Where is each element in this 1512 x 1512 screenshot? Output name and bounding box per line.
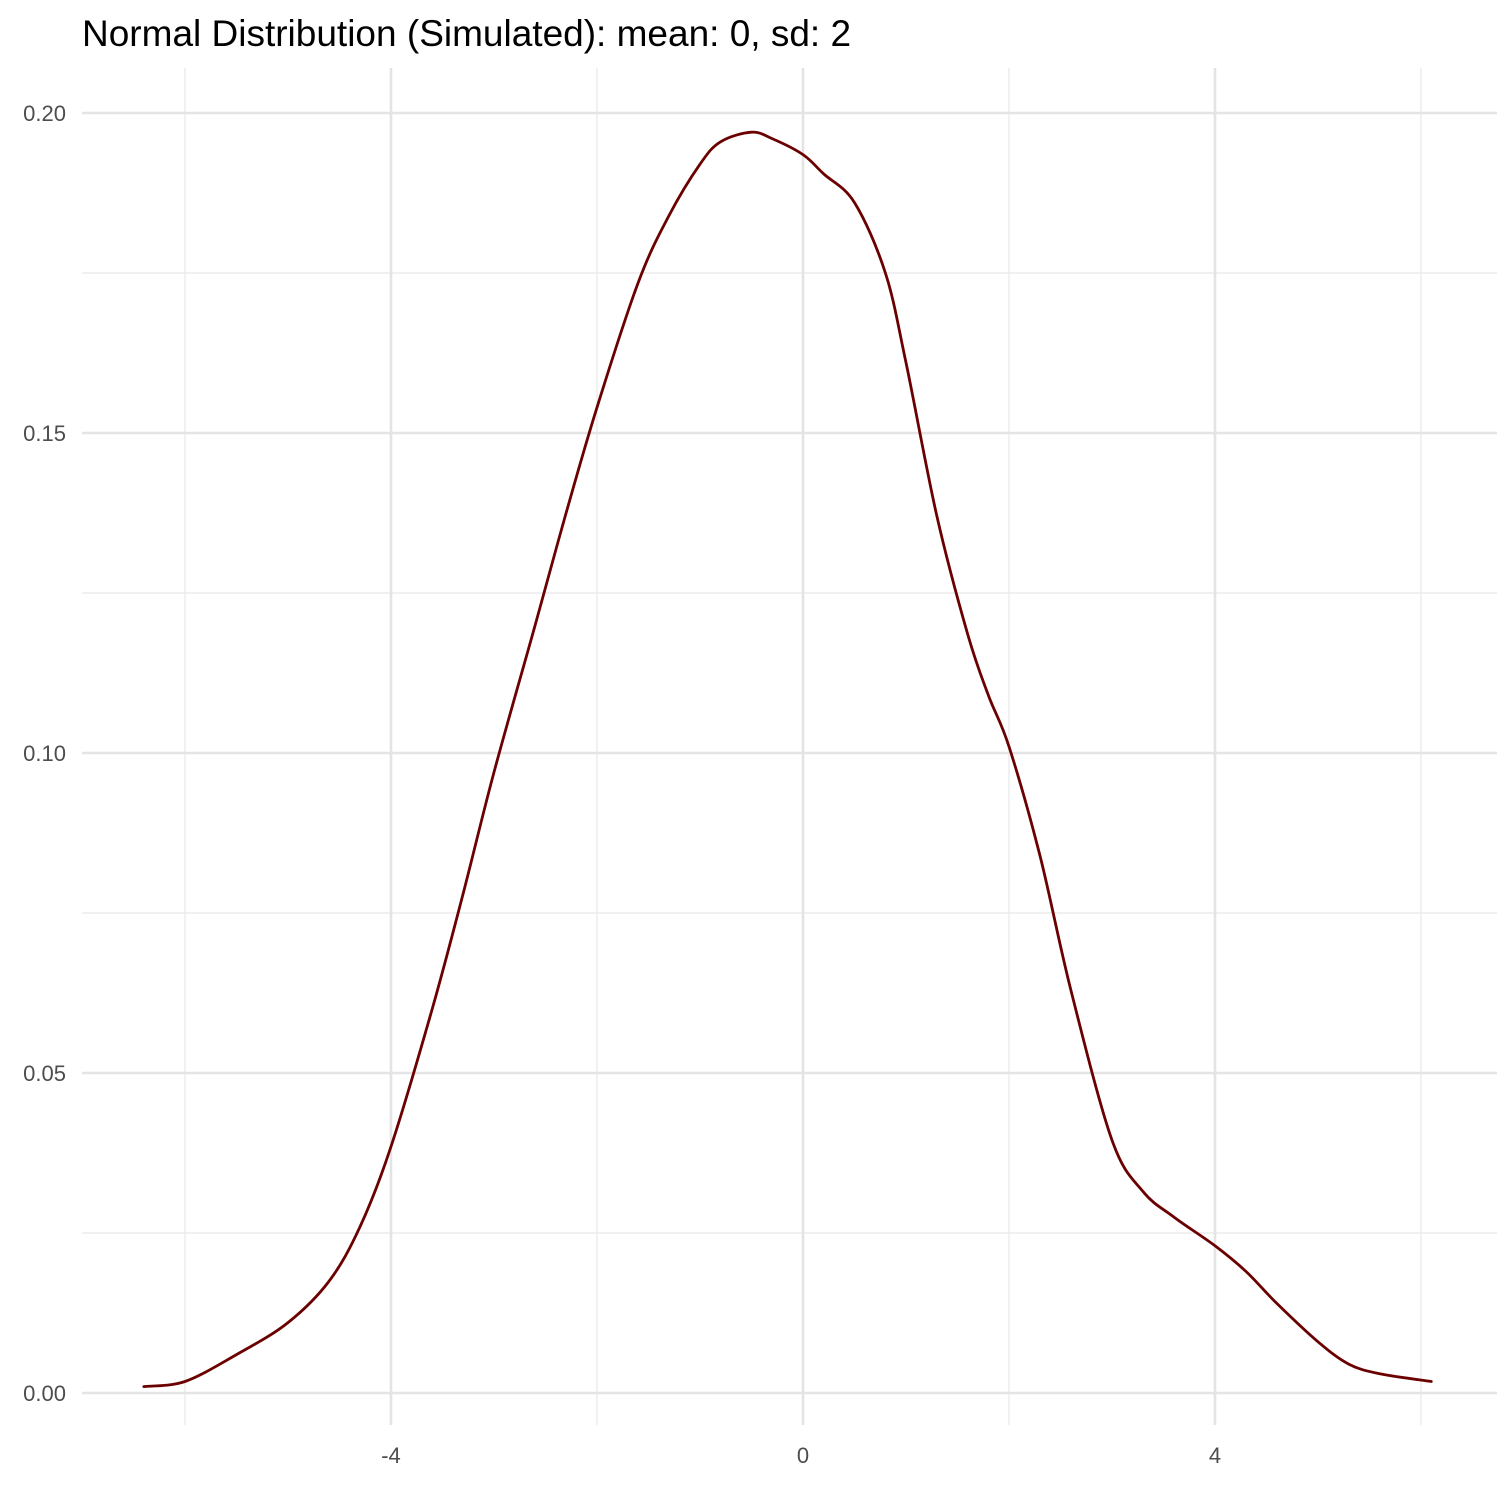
- x-tick-label: -4: [381, 1443, 401, 1468]
- y-axis-tick-labels: 0.00 0.05 0.10 0.15 0.20: [23, 101, 66, 1406]
- chart-title: Normal Distribution (Simulated): mean: 0…: [82, 13, 852, 54]
- minor-gridlines: [82, 68, 1497, 1425]
- x-tick-label: 0: [797, 1443, 809, 1468]
- y-tick-label: 0.10: [23, 741, 66, 766]
- series-layer: [142, 130, 1433, 1388]
- density-curve: [142, 130, 1433, 1388]
- y-tick-label: 0.00: [23, 1381, 66, 1406]
- x-tick-label: 4: [1209, 1443, 1221, 1468]
- y-tick-label: 0.20: [23, 101, 66, 126]
- major-gridlines: [82, 68, 1497, 1425]
- x-axis-tick-labels: -4 0 4: [381, 1443, 1221, 1468]
- y-tick-label: 0.05: [23, 1061, 66, 1086]
- y-tick-label: 0.15: [23, 421, 66, 446]
